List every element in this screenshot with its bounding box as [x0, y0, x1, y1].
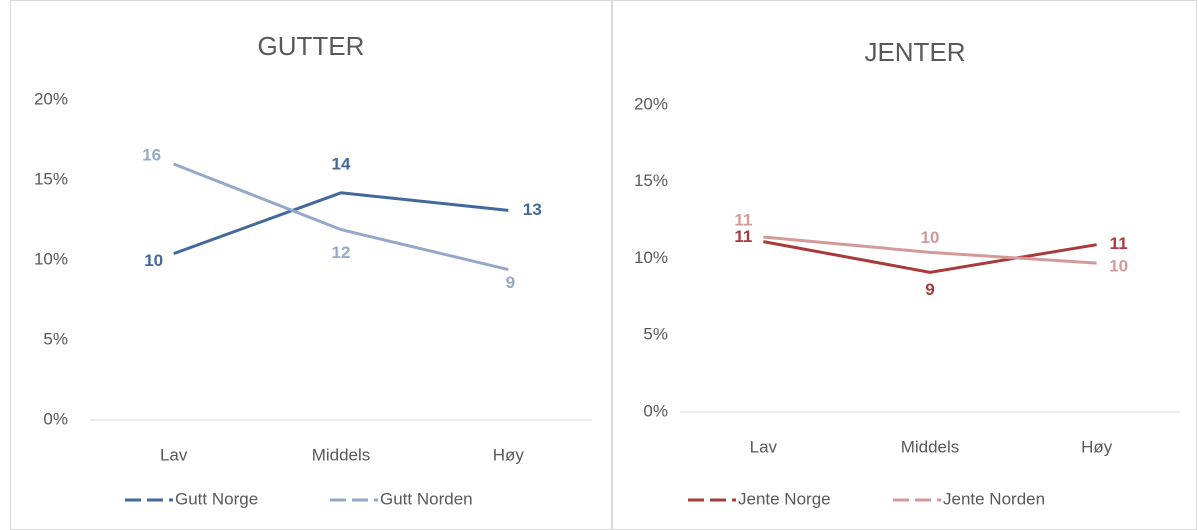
legend-label: Jente Norden: [943, 489, 1045, 508]
series-line: [173, 191, 509, 256]
x-tick-label: Lav: [750, 437, 778, 456]
chart-title: JENTER: [864, 37, 965, 67]
data-label: 11: [734, 210, 752, 229]
y-tick-label: 10%: [34, 249, 68, 268]
y-tick-label: 5%: [43, 329, 68, 348]
y-tick-label: 5%: [643, 325, 668, 344]
data-label: 10: [1109, 257, 1128, 276]
y-tick-label: 15%: [34, 169, 68, 188]
x-tick-label: Høy: [1081, 437, 1113, 456]
data-label: 10: [921, 228, 940, 247]
legend-label: Jente Norge: [738, 489, 831, 508]
x-tick-label: Lav: [160, 445, 188, 464]
y-tick-label: 10%: [634, 248, 668, 267]
data-label: 11: [1110, 234, 1128, 253]
data-label: 12: [332, 243, 351, 262]
y-tick-label: 20%: [34, 89, 68, 108]
series-line: [763, 240, 1097, 274]
y-tick-label: 20%: [634, 94, 668, 113]
data-label: 9: [925, 280, 934, 299]
data-label: 10: [144, 251, 163, 270]
series-line: [173, 162, 509, 272]
x-tick-label: Høy: [493, 445, 525, 464]
y-tick-label: 0%: [643, 401, 668, 420]
x-tick-label: Middels: [312, 445, 371, 464]
data-label: 13: [523, 200, 542, 219]
x-tick-label: Middels: [901, 437, 960, 456]
data-label: 14: [332, 154, 351, 173]
y-tick-label: 15%: [634, 171, 668, 190]
chart-title: GUTTER: [258, 31, 365, 61]
legend-label: Gutt Norden: [380, 489, 473, 508]
data-label: 11: [734, 227, 752, 246]
data-label: 9: [506, 273, 515, 292]
legend-label: Gutt Norge: [175, 489, 258, 508]
series-line: [763, 235, 1097, 265]
y-tick-label: 0%: [43, 409, 68, 428]
data-label: 16: [142, 145, 161, 164]
